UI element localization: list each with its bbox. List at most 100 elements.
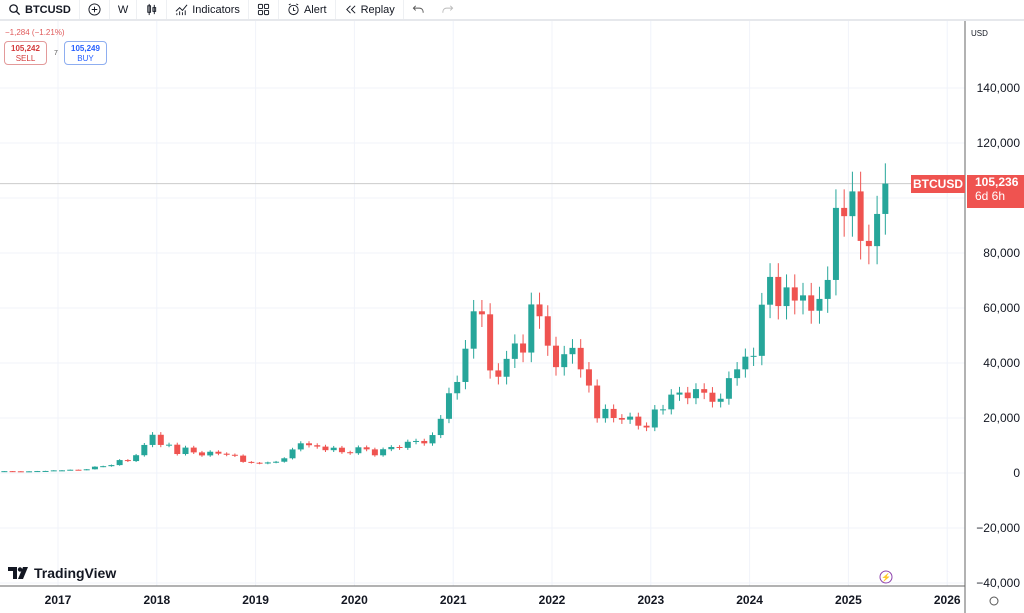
brand-name: TradingView	[34, 565, 117, 581]
candle-body	[602, 408, 609, 419]
last-price: 105,236	[975, 175, 1019, 189]
price-tick-label: 80,000	[983, 246, 1020, 260]
candle-body	[26, 471, 33, 473]
price-tick-label: −20,000	[976, 521, 1020, 535]
spread-value: 7	[54, 50, 58, 57]
price-tick-label: 120,000	[977, 136, 1021, 150]
candle-body	[569, 347, 576, 355]
candle-body	[528, 304, 535, 353]
indicators-button[interactable]: Indicators	[167, 0, 249, 19]
candle-body	[355, 447, 362, 454]
candle-body	[561, 354, 568, 368]
candle-body	[248, 461, 255, 463]
layouts-button[interactable]	[249, 0, 279, 19]
candle-body	[660, 409, 667, 411]
tradingview-logo[interactable]: TradingView	[8, 565, 116, 581]
candle-body	[59, 470, 65, 472]
buy-button[interactable]: 105,249 BUY	[64, 41, 107, 65]
candle-body	[553, 345, 559, 368]
candle-body	[495, 370, 502, 377]
undo-icon	[412, 5, 424, 13]
price-chart[interactable]: −40,000 −20,000 0 20,000 40,000 60,000 80,000 1…	[0, 21, 1024, 613]
candle-body	[17, 471, 24, 473]
candle-body	[520, 343, 527, 353]
redo-button[interactable]	[433, 0, 462, 19]
candle-body	[816, 298, 823, 311]
candle-body	[91, 466, 98, 470]
candle-body	[215, 451, 222, 454]
time-tick-label: 2022	[539, 593, 566, 607]
top-toolbar: BTCUSD W Indicators Alert Replay	[0, 0, 1024, 21]
symbol-price-tag: BTCUSD	[911, 175, 965, 193]
candle-body	[478, 311, 485, 315]
candle-body	[874, 213, 881, 247]
alert-button[interactable]: Alert	[279, 0, 336, 19]
candle-body	[643, 425, 650, 428]
time-tick-label: 2024	[736, 593, 763, 607]
replay-icon	[345, 5, 356, 14]
currency-label[interactable]: USD	[971, 29, 988, 38]
chart-type-button[interactable]	[137, 0, 168, 19]
candle-body	[725, 378, 732, 399]
candle-body	[783, 287, 790, 307]
symbol-search-button[interactable]: BTCUSD	[0, 0, 80, 19]
time-tick-label: 2017	[45, 593, 72, 607]
time-tick-label: 2025	[835, 593, 862, 607]
time-tick-label: 2026	[934, 593, 961, 607]
candle-body	[734, 369, 741, 379]
candle-body	[297, 443, 304, 450]
candle-body	[67, 469, 74, 471]
undo-button[interactable]	[404, 0, 433, 19]
candle-body	[800, 295, 806, 301]
candle-body	[413, 440, 420, 442]
interval-label: W	[117, 3, 129, 16]
search-icon	[9, 4, 21, 16]
candles-icon	[147, 3, 157, 16]
alarm-clock-icon	[288, 3, 299, 16]
candle-body	[865, 240, 872, 247]
candle-body	[577, 347, 584, 370]
lightning-glyph: ⚡	[881, 572, 891, 582]
price-tick-label: −40,000	[976, 576, 1020, 590]
redo-icon	[442, 5, 454, 13]
candle-body	[273, 461, 280, 463]
candle-body	[849, 191, 856, 217]
candle-body	[314, 445, 321, 447]
candle-body	[511, 343, 518, 359]
candle-body	[166, 444, 173, 446]
plus-circle-icon	[88, 3, 101, 16]
candle-body	[207, 451, 214, 456]
candle-body	[421, 440, 428, 444]
candle-body	[651, 409, 658, 428]
sell-button[interactable]: 105,242 SELL	[4, 41, 47, 65]
price-tick-label: 40,000	[983, 356, 1020, 370]
candle-body	[470, 311, 477, 349]
candle-body	[445, 393, 452, 419]
candle-body	[758, 304, 765, 356]
candle-body	[618, 418, 625, 420]
candle-body	[141, 444, 148, 456]
candle-body	[174, 444, 181, 455]
candle-body	[322, 446, 329, 451]
candle-body	[9, 471, 16, 473]
candle-body	[767, 276, 774, 305]
candle-body	[717, 398, 724, 402]
candle-body	[750, 355, 757, 357]
candle-body	[83, 469, 90, 471]
candle-body	[544, 316, 551, 346]
replay-button[interactable]: Replay	[336, 0, 404, 19]
candle-body	[882, 183, 889, 214]
candle-body	[190, 447, 197, 453]
buy-price: 105,249	[71, 44, 100, 53]
candle-body	[149, 434, 156, 445]
candle-body	[503, 358, 510, 377]
candle-body	[34, 471, 41, 473]
interval-button[interactable]: W	[110, 0, 138, 19]
candle-body	[808, 295, 815, 311]
candle-body	[857, 191, 864, 241]
candle-body	[610, 408, 617, 418]
candle-body	[281, 458, 288, 462]
candle-body	[371, 449, 378, 456]
compare-button[interactable]	[80, 0, 110, 19]
candle-body	[627, 416, 634, 420]
